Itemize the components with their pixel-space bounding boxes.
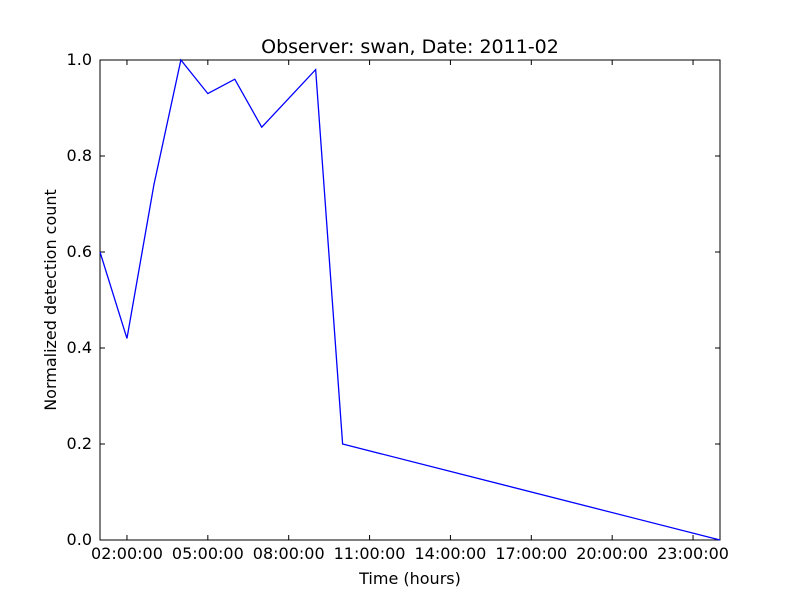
x-tick-label: 23:00:00 [657, 544, 729, 563]
x-axis-label: Time (hours) [358, 569, 461, 588]
x-tick-label: 20:00:00 [576, 544, 648, 563]
plot-frame [99, 59, 721, 541]
x-tick-label: 17:00:00 [495, 544, 567, 563]
y-tick-label: 0.8 [67, 146, 92, 165]
y-tick-label: 1.0 [67, 50, 92, 69]
series-layer [99, 58, 721, 541]
x-tick-label: 02:00:00 [91, 544, 163, 563]
x-tick-label: 11:00:00 [334, 544, 406, 563]
y-tick-label: 0.4 [67, 338, 92, 357]
x-tick-label: 08:00:00 [253, 544, 325, 563]
x-tick-label: 05:00:00 [172, 544, 244, 563]
x-axis: 02:00:00 05:00:00 08:00:00 11:00:00 14:00:00… [91, 60, 729, 563]
y-tick-label: 0.6 [67, 242, 92, 261]
x-tick-label: 14:00:00 [415, 544, 487, 563]
series-line [99, 58, 721, 541]
chart-title: Observer: swan, Date: 2011-02 [261, 36, 559, 58]
y-tick-label: 0.0 [67, 530, 92, 549]
y-tick-label: 0.2 [67, 434, 92, 453]
y-axis: 0.0 0.2 0.4 0.6 0.8 1.0 [67, 50, 720, 549]
y-axis-label: Normalized detection count [41, 189, 60, 411]
